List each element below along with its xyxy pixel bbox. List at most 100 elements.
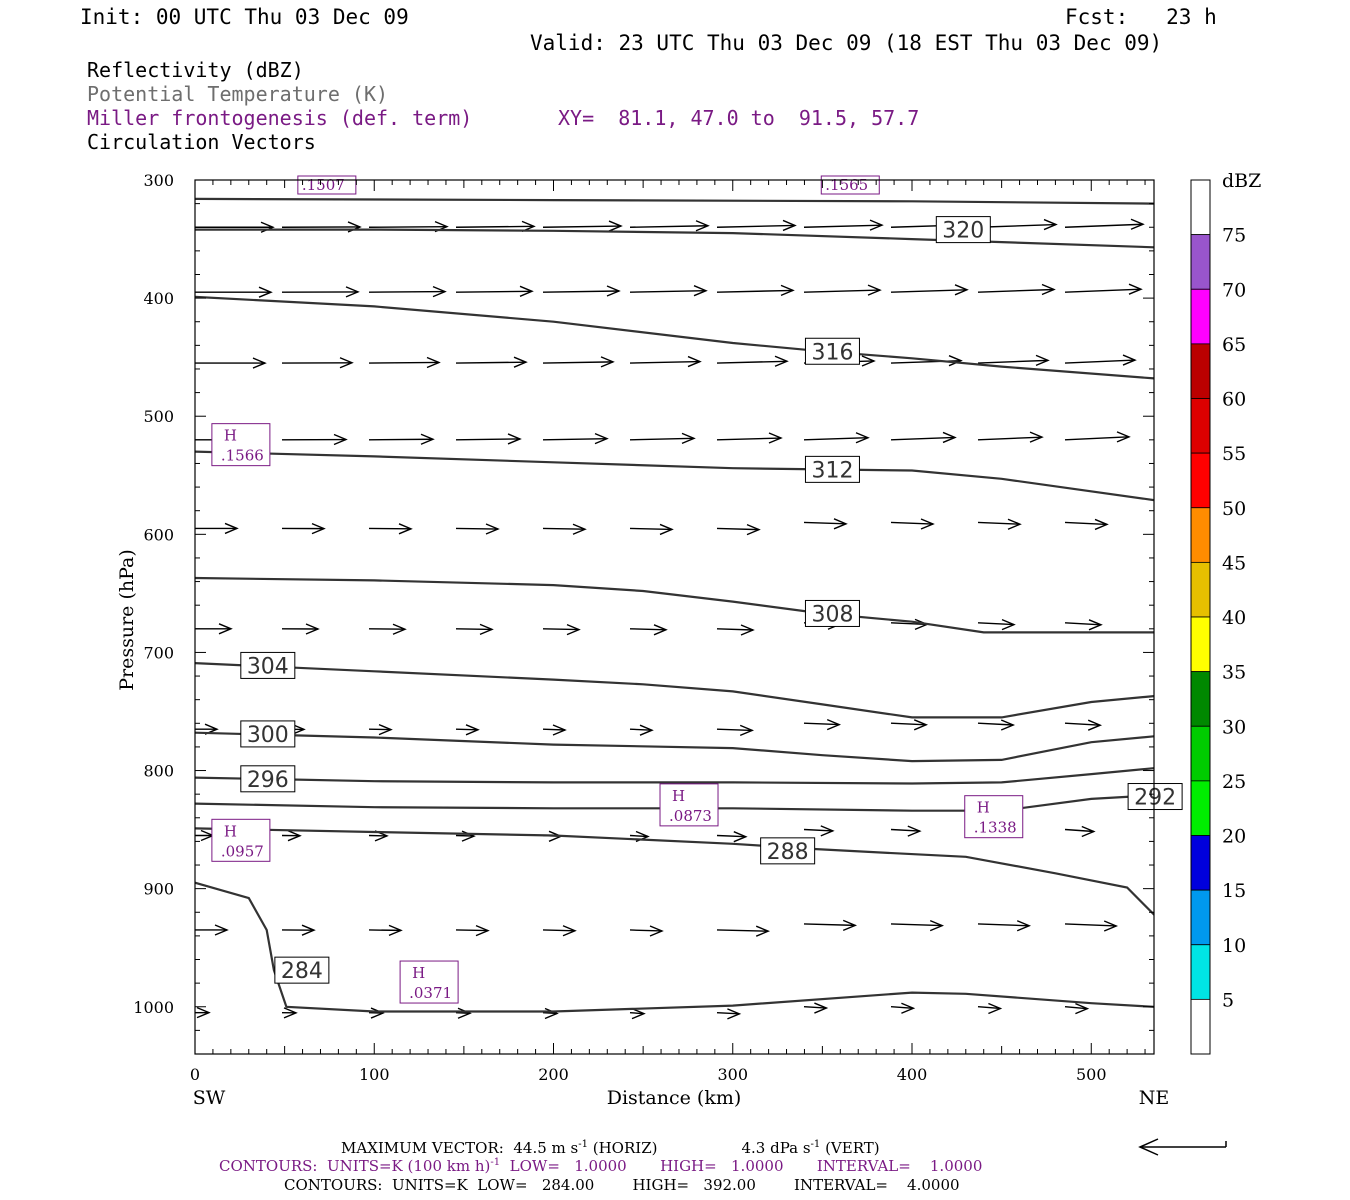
vector-head — [305, 623, 320, 635]
vector-head — [475, 924, 490, 937]
vector-head — [608, 220, 623, 232]
x-tick-label: 400 — [897, 1065, 928, 1084]
vector-head — [1081, 825, 1096, 838]
vector-shaft — [890, 722, 927, 726]
x-tick-label: 100 — [359, 1065, 390, 1084]
vector-head — [695, 220, 710, 232]
frontogenesis-max-value: .0371 — [409, 984, 452, 1002]
colorbar-level-label: 15 — [1222, 880, 1246, 902]
colorbar-level-label: 65 — [1222, 334, 1246, 356]
plot-frame: 300 400 500 600 700 800 900 1000 0 100 200 300 400 50… — [133, 171, 1155, 1084]
vector-head — [1007, 518, 1022, 530]
vector-head — [913, 719, 929, 731]
vector-head — [420, 433, 435, 445]
colorbar-level-label: 20 — [1222, 826, 1246, 848]
vector-head — [258, 286, 273, 298]
vector-head — [1130, 218, 1145, 230]
vector-head — [833, 518, 848, 530]
vector-head — [659, 523, 674, 536]
vector-head — [513, 356, 528, 368]
vector-head — [1116, 431, 1131, 443]
footer-contours-frontogenesis: CONTOURS: UNITS=K (100 km h)-1 LOW= 1.00… — [219, 1157, 983, 1175]
vector-head — [600, 356, 615, 368]
theta-contour-label: 288 — [767, 840, 809, 865]
colorbar-cell — [1190, 561, 1211, 618]
y-tick-label: 300 — [143, 171, 174, 190]
vector-head — [339, 357, 354, 369]
init-time: Init: 00 UTC Thu 03 Dec 09 — [80, 5, 409, 29]
colorbar-cell — [1190, 616, 1211, 673]
theta-contour-label: 292 — [1134, 786, 1176, 811]
vector-shaft — [803, 923, 856, 927]
vector-shaft — [977, 223, 1057, 228]
vector-head — [594, 432, 609, 445]
vector-shaft — [455, 1011, 471, 1014]
footer-max-vector: MAXIMUM VECTOR: 44.5 m s-1 (HORIZ) 4.3 dP… — [341, 1139, 880, 1157]
y-tick-label: 500 — [143, 407, 174, 426]
vector-shaft — [1064, 923, 1117, 927]
theta-contour-line — [195, 662, 1154, 719]
vector-shaft — [716, 728, 753, 732]
circulation-vectors — [195, 218, 1145, 1020]
theta-contour-label-box — [1127, 783, 1183, 811]
legend-frontogenesis: Miller frontogenesis (def. term) — [87, 106, 473, 130]
vector-head — [942, 431, 957, 444]
vector-head — [485, 523, 500, 535]
y-tick-label: 400 — [143, 289, 174, 308]
vector-head — [311, 522, 326, 535]
vector-head — [1016, 920, 1032, 932]
vector-head — [507, 433, 522, 445]
forecast-hour: Fcst: 23 h — [1065, 5, 1217, 29]
vector-head — [287, 830, 302, 842]
vector-head — [1075, 1003, 1090, 1015]
theta-contour-label-box — [240, 720, 296, 748]
vector-head — [780, 284, 795, 297]
vector-shaft — [629, 834, 649, 838]
vector-head — [948, 355, 963, 367]
vector-head — [479, 623, 494, 636]
vector-head — [1088, 619, 1103, 631]
vector-shaft — [455, 728, 479, 731]
colorbar-cell — [1190, 835, 1211, 891]
vector-shaft — [890, 289, 968, 293]
vector-head — [378, 723, 393, 736]
vector-shaft — [803, 521, 847, 525]
vector-head — [432, 285, 447, 298]
legend-xy-endpoints: XY= 81.1, 47.0 to 91.5, 57.7 — [558, 106, 920, 130]
vector-head — [782, 219, 797, 232]
vector-head — [727, 1008, 742, 1020]
vector-head — [1094, 518, 1109, 531]
vector-head — [1029, 431, 1044, 443]
vector-shaft — [977, 1005, 1001, 1010]
vector-shaft — [542, 437, 608, 441]
vector-head — [746, 523, 761, 536]
theta-contour-label: 296 — [247, 768, 289, 793]
theta-contour-label: 308 — [811, 602, 853, 627]
vector-head — [1087, 719, 1103, 731]
x-end-label-ne: NE — [1139, 1087, 1170, 1109]
vector-head — [1001, 618, 1016, 631]
theta-contour-line — [195, 576, 1154, 634]
y-tick-label: 700 — [143, 643, 174, 662]
colorbar-level-label: 45 — [1222, 552, 1246, 574]
theta-contour-label-box — [240, 651, 296, 679]
vector-shaft — [803, 1005, 827, 1009]
vector-head — [252, 357, 267, 369]
vector-head — [1035, 354, 1050, 367]
y-tick-label: 1000 — [133, 998, 174, 1017]
theta-contour-label-box — [804, 599, 860, 627]
vector-head — [740, 624, 755, 636]
theta-contours — [195, 197, 1154, 1013]
vector-shaft — [803, 224, 883, 228]
vector-head — [1128, 283, 1143, 295]
theta-contour-line — [195, 827, 1154, 917]
theta-contour-label: 320 — [942, 219, 984, 244]
vector-head — [1041, 283, 1056, 296]
vector-head — [544, 1007, 559, 1020]
theta-contour-label: 304 — [247, 654, 289, 679]
vector-shaft — [455, 361, 527, 364]
theta-contour-label: 300 — [247, 723, 289, 748]
colorbar-cell — [1190, 725, 1211, 782]
vector-shaft — [716, 224, 796, 228]
theta-contour-label-box — [274, 956, 330, 984]
